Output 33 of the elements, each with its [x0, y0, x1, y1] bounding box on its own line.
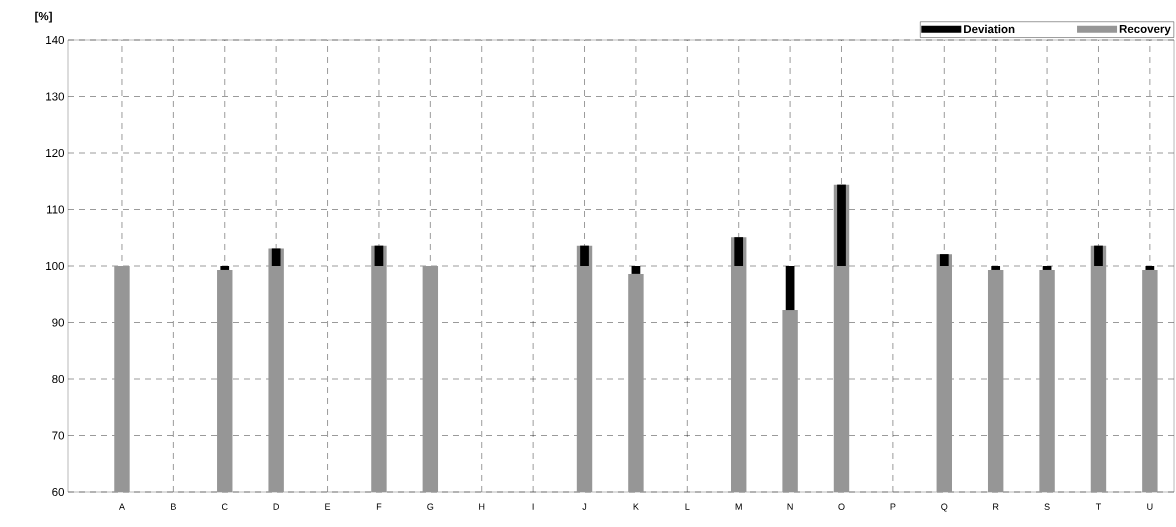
y-tick-label: 130	[46, 92, 65, 101]
y-tick-label: 70	[52, 431, 65, 440]
x-tick-label: S	[1044, 503, 1050, 510]
x-tick-label: A	[118, 503, 125, 510]
y-tick-label: 100	[46, 261, 65, 271]
x-tick-label: J	[582, 503, 587, 510]
y-tick-label: 80	[52, 374, 65, 384]
legend-label: Deviation	[964, 24, 1015, 34]
x-tick-label: M	[735, 503, 742, 510]
x-tick-label: G	[427, 503, 434, 510]
x-tick-label: U	[1147, 503, 1153, 510]
x-tick-label: I	[532, 503, 534, 510]
y-tick-label: 120	[46, 148, 65, 158]
legend-label: Recovery	[1119, 24, 1171, 36]
x-tick-label: F	[376, 503, 382, 510]
x-tick-label: N	[787, 503, 793, 510]
x-tick-label: E	[325, 503, 331, 510]
x-tick-label: P	[890, 503, 896, 510]
x-tick-label: Q	[941, 503, 948, 512]
x-tick-label: H	[479, 503, 485, 510]
y-tick-label: 90	[52, 318, 65, 327]
y-tick-label: 140	[46, 35, 65, 45]
x-tick-label: B	[171, 503, 176, 510]
y-tick-label: 60	[52, 487, 65, 497]
y-tick-label: 110	[47, 205, 65, 214]
x-tick-label: D	[273, 503, 279, 510]
x-tick-label: L	[685, 503, 690, 510]
x-tick-label: O	[838, 503, 845, 510]
y-axis-title: [%]	[35, 11, 52, 23]
x-tick-label: K	[633, 503, 639, 510]
x-tick-label: T	[1095, 503, 1102, 510]
x-tick-label: R	[993, 503, 999, 510]
x-tick-label: C	[221, 503, 228, 510]
